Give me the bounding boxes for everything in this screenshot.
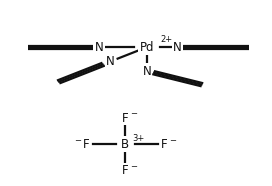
- Text: −: −: [130, 109, 137, 118]
- Text: F: F: [122, 164, 129, 177]
- Text: F: F: [122, 112, 129, 125]
- Text: B: B: [121, 138, 129, 151]
- Text: 3+: 3+: [133, 134, 145, 143]
- Text: −: −: [130, 162, 137, 171]
- Text: Pd: Pd: [140, 41, 154, 54]
- Text: −: −: [169, 136, 176, 145]
- Text: −: −: [75, 136, 82, 145]
- Text: N: N: [173, 41, 182, 54]
- Text: N: N: [143, 65, 151, 78]
- Text: F: F: [83, 138, 89, 151]
- Text: 2+: 2+: [160, 35, 172, 44]
- Text: N: N: [106, 55, 115, 68]
- Text: F: F: [161, 138, 168, 151]
- Text: N: N: [95, 41, 104, 54]
